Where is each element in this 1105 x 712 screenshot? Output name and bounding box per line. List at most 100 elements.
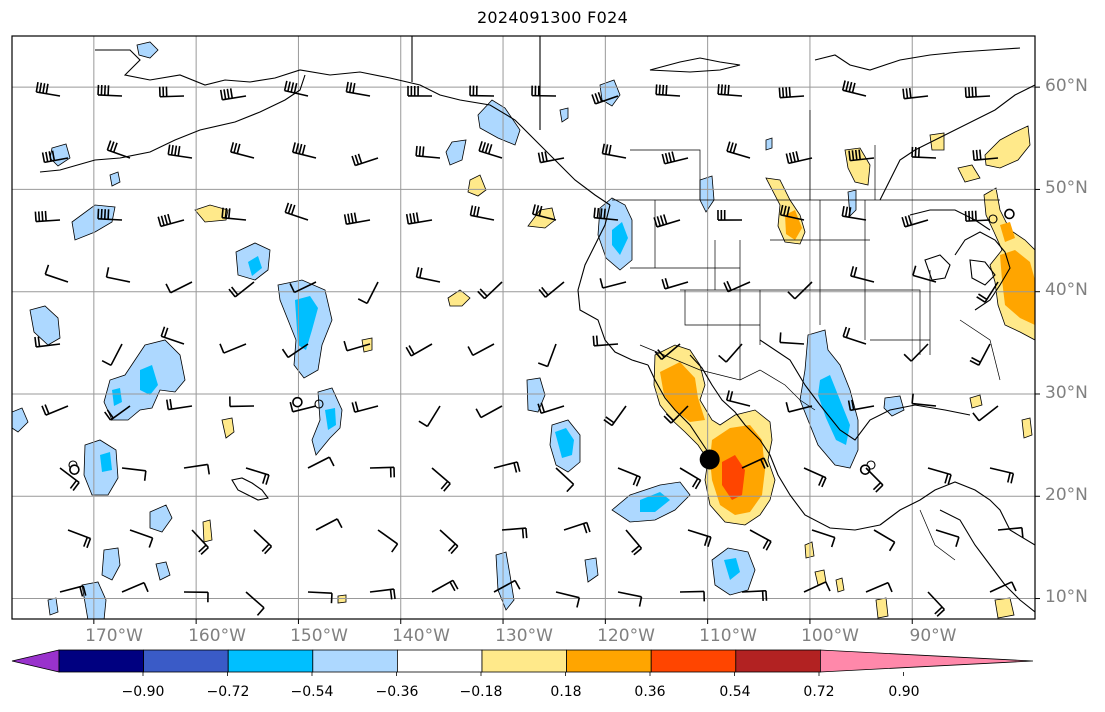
colorbar: [11, 649, 1034, 676]
wind-barb: [478, 141, 503, 159]
wind-barb: [591, 91, 619, 105]
wind-barb: [911, 393, 937, 407]
wind-barb: [927, 591, 946, 617]
wind-barb: [493, 579, 521, 593]
lon-label-120w: 120°W: [597, 626, 655, 646]
wind-barb: [653, 214, 681, 228]
lon-label-160w: 160°W: [188, 626, 246, 646]
wind-barb: [101, 343, 123, 367]
wind-barb: [599, 278, 627, 289]
wind-barb: [221, 207, 247, 221]
wind-barb: [617, 467, 642, 487]
colorbar-label: 0.18: [550, 684, 582, 700]
wind-barb: [160, 326, 185, 345]
plot-title: 2024091300 F024: [476, 8, 629, 27]
wind-barb: [59, 585, 87, 597]
wind-barb: [351, 153, 379, 167]
wind-barb: [841, 206, 867, 221]
wind-barb: [969, 343, 991, 366]
wind-barb: [848, 149, 875, 162]
wind-barb: [997, 526, 1024, 538]
wind-barb: [475, 405, 503, 419]
wind-barb: [106, 140, 131, 159]
wind-barb: [625, 529, 643, 556]
lon-label-140w: 140°W: [392, 626, 450, 646]
colorbar-segment: [735, 649, 821, 673]
lat-label-50n: 50°N: [1045, 178, 1088, 198]
colorbar-label: 0.54: [719, 684, 751, 700]
wind-barb: [723, 280, 751, 293]
wind-barb: [911, 146, 937, 159]
wind-barb: [687, 529, 712, 547]
colorbar-extend-low: [11, 649, 60, 673]
wind-barb: [601, 143, 627, 159]
lat-label-10n: 10°N: [1045, 587, 1088, 607]
wind-barb: [847, 399, 875, 412]
wind-barb: [97, 84, 123, 97]
wind-barb: [555, 467, 575, 493]
wind-barb: [183, 591, 209, 603]
wind-barb: [989, 581, 1017, 593]
wind-barb: [717, 210, 743, 221]
colorbar-segment: [566, 649, 652, 673]
wind-barb: [245, 467, 270, 485]
wind-barb: [289, 281, 317, 294]
lat-label-30n: 30°N: [1045, 383, 1088, 403]
colorbar-label: −0.90: [121, 684, 165, 700]
wind-barb: [291, 142, 317, 159]
graticule: [12, 36, 1035, 619]
colorbar-segment: [227, 649, 314, 673]
axis-ticks: [93, 86, 1040, 624]
wind-barb: [718, 343, 743, 363]
wind-barb: [538, 281, 565, 298]
wind-barb: [230, 142, 255, 159]
wind-barb: [158, 86, 185, 98]
wind-barb: [407, 85, 433, 97]
wind-barb: [902, 87, 929, 100]
wind-barb: [469, 85, 495, 97]
wind-barb: [41, 404, 69, 416]
station-marker: [69, 464, 80, 475]
wind-barb: [537, 343, 557, 368]
wind-barb: [976, 281, 999, 303]
wind-barb: [183, 463, 211, 475]
wind-barb: [41, 150, 69, 164]
positive-shading-max: [722, 455, 745, 500]
wind-barb: [741, 589, 768, 601]
wind-barb: [165, 281, 193, 294]
lon-label-90w: 90°W: [909, 626, 957, 646]
wind-barb: [964, 86, 991, 99]
wind-barb: [245, 591, 265, 616]
wind-barb: [972, 405, 999, 422]
wind-barb: [415, 145, 441, 159]
colorbar-extend-high: [820, 649, 1034, 673]
wind-barb: [129, 529, 154, 548]
wind-barb: [842, 326, 867, 345]
wind-barb: [811, 529, 836, 548]
wind-barb: [121, 467, 147, 481]
colorbar-segment: [58, 649, 144, 673]
wind-barb: [35, 82, 61, 97]
wind-barb: [357, 281, 379, 305]
wind-barb: [307, 591, 333, 604]
wind-barb: [253, 529, 273, 555]
wind-barbs: [34, 80, 1024, 617]
lon-label-110w: 110°W: [699, 626, 757, 646]
wind-barb: [167, 144, 193, 159]
wind-barb: [927, 467, 952, 485]
wind-barb: [841, 80, 867, 97]
colorbar-label: −0.54: [290, 684, 334, 700]
wind-barb: [803, 581, 831, 593]
wind-barb: [283, 80, 309, 97]
lon-label-170w: 170°W: [85, 626, 143, 646]
lat-label-20n: 20°N: [1045, 485, 1088, 505]
wind-barb: [865, 581, 893, 593]
wind-barb: [477, 281, 503, 300]
wind-barb: [284, 202, 309, 221]
wind-barb: [431, 467, 451, 492]
wind-barb: [97, 208, 123, 221]
wind-barb: [617, 591, 643, 607]
wind-barb: [67, 529, 92, 549]
wind-barb: [787, 281, 813, 300]
wind-barb: [593, 207, 619, 221]
